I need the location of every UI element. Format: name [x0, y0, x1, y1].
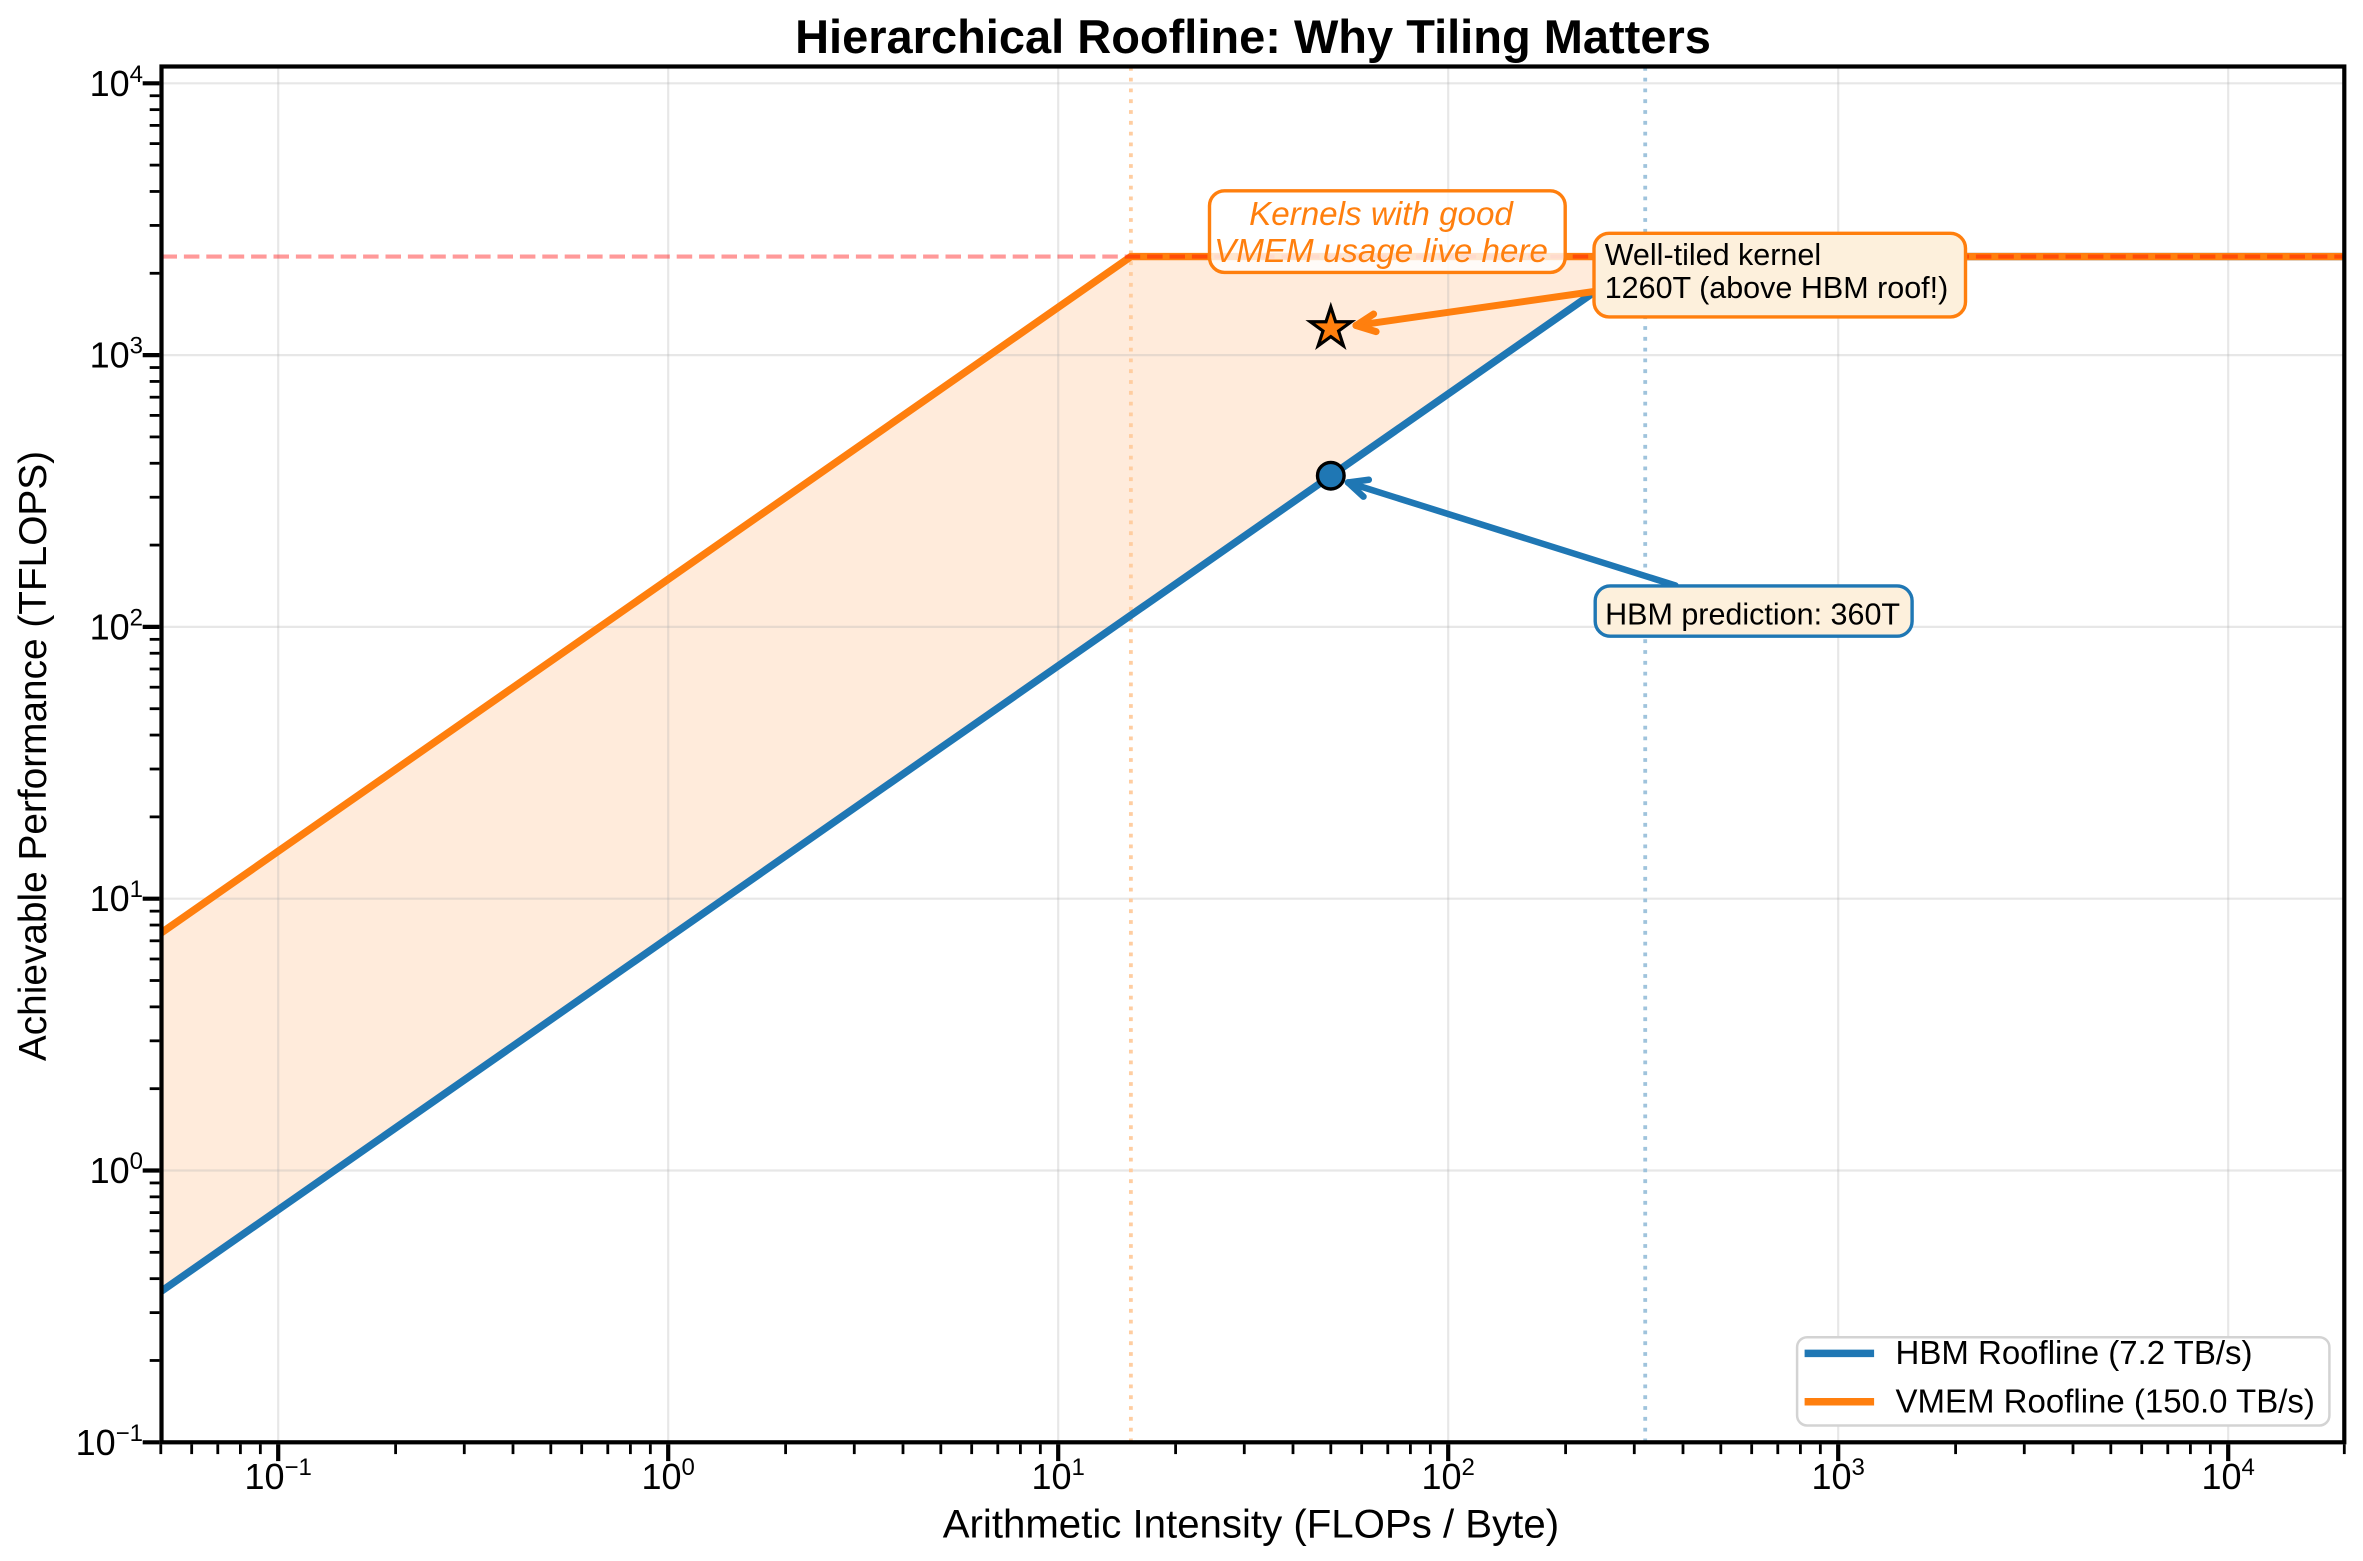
- svg-text:VMEM usage live here: VMEM usage live here: [1214, 233, 1548, 270]
- svg-text:HBM prediction: 360T: HBM prediction: 360T: [1605, 598, 1900, 632]
- svg-text:1260T (above HBM roof!): 1260T (above HBM roof!): [1605, 271, 1949, 305]
- svg-text:Hierarchical Roofline: Why Til: Hierarchical Roofline: Why Tiling Matter…: [795, 10, 1711, 63]
- svg-text:Well-tiled kernel: Well-tiled kernel: [1605, 238, 1821, 272]
- svg-text:Kernels with good: Kernels with good: [1249, 196, 1514, 233]
- svg-text:Arithmetic Intensity (FLOPs /: Arithmetic Intensity (FLOPs / Byte): [943, 1502, 1559, 1547]
- svg-text:HBM Roofline (7.2 TB/s): HBM Roofline (7.2 TB/s): [1896, 1334, 2253, 1371]
- svg-text:Achievable Performance (TFLOPS: Achievable Performance (TFLOPS): [12, 451, 55, 1061]
- svg-text:VMEM Roofline (150.0 TB/s): VMEM Roofline (150.0 TB/s): [1896, 1382, 2315, 1419]
